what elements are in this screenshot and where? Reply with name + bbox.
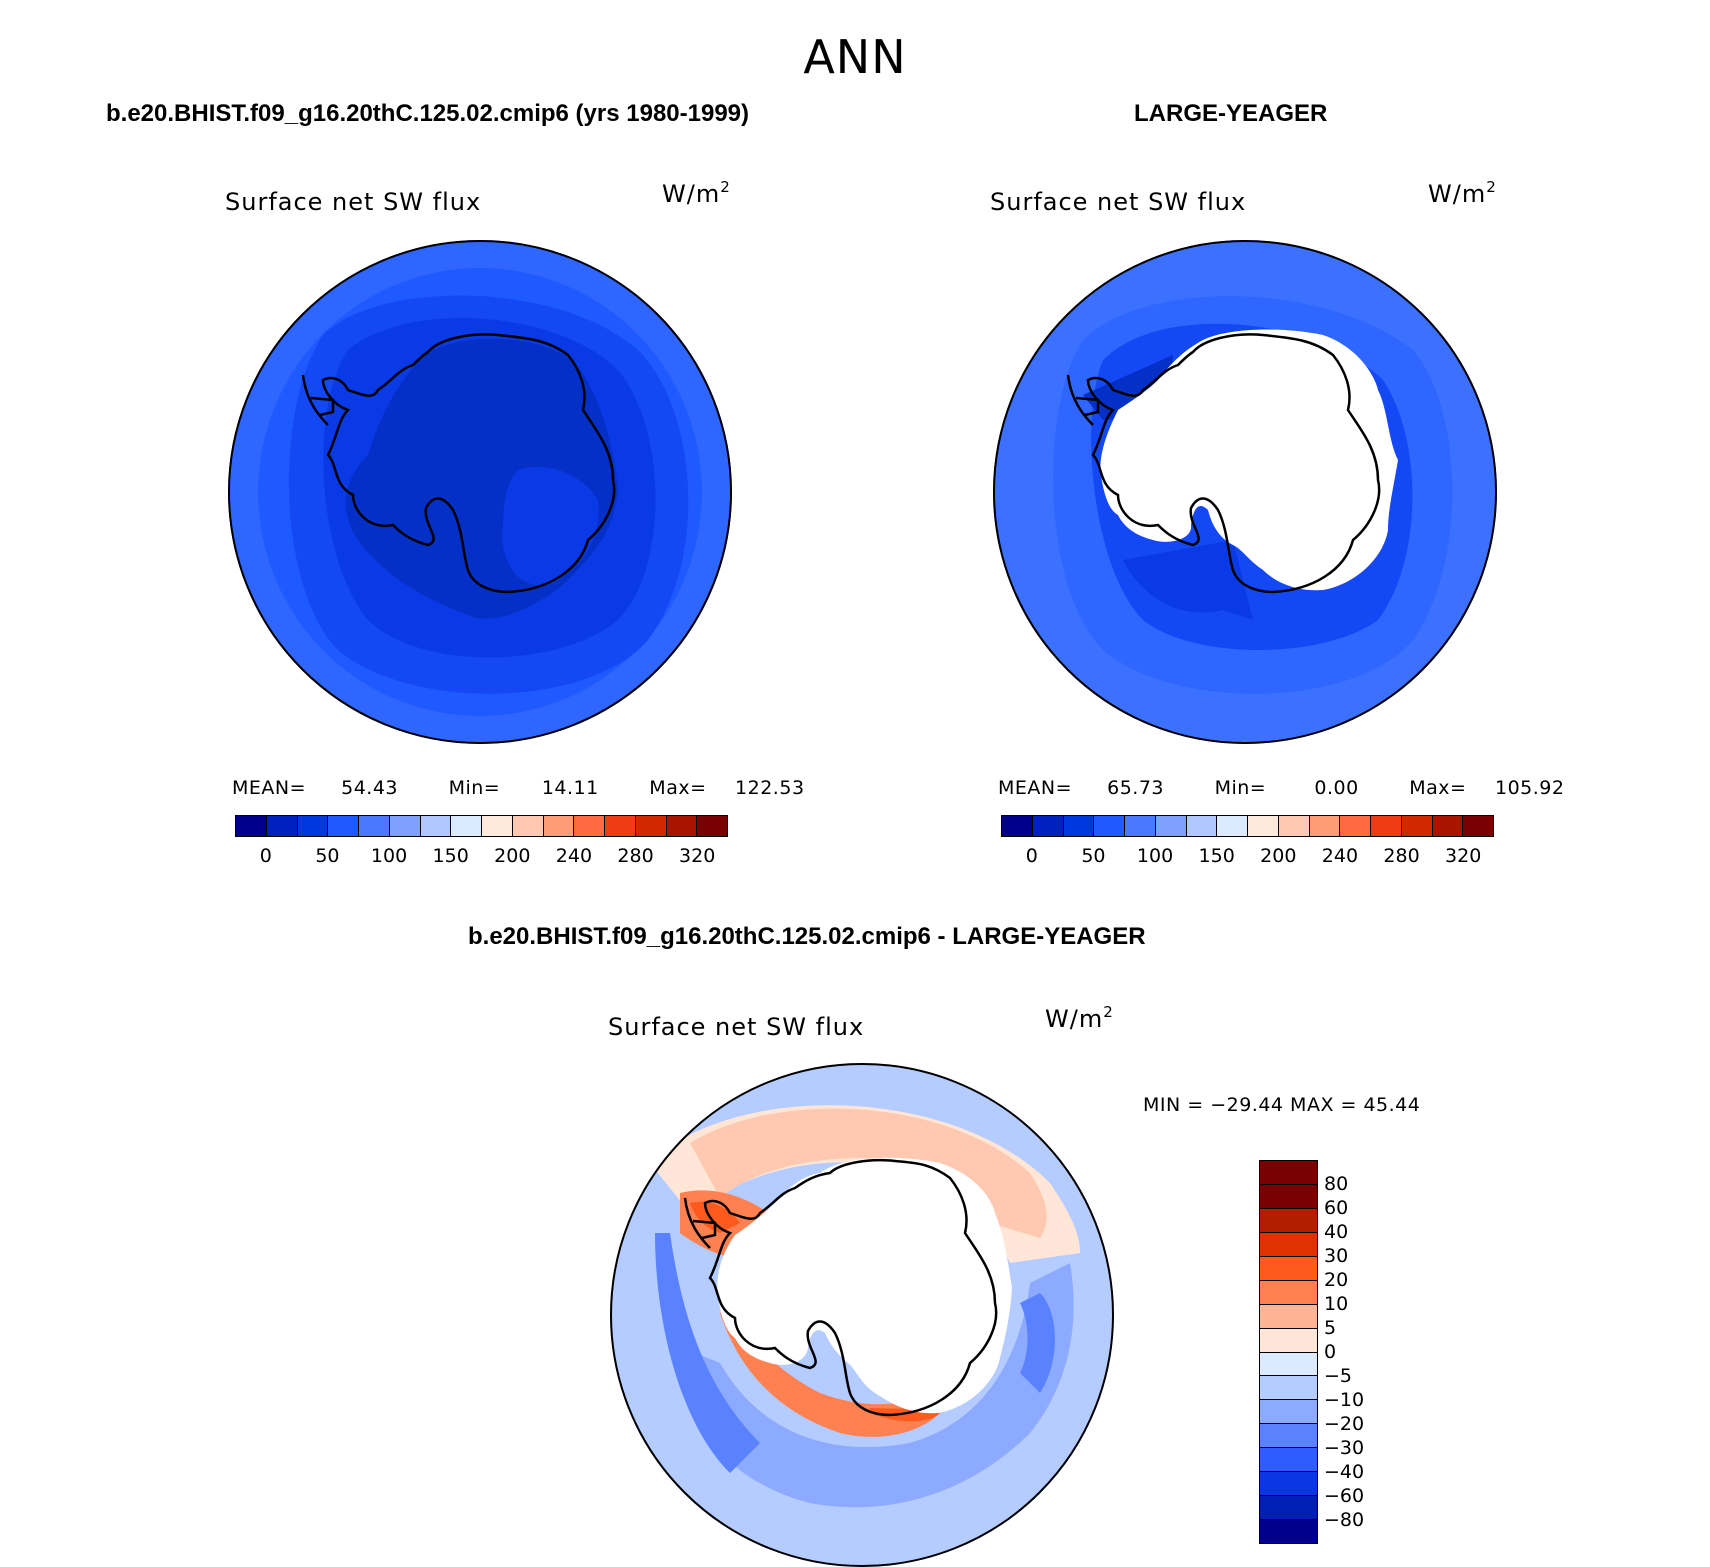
diff-colorbar-swatch <box>1260 1448 1317 1473</box>
model-colorbar-swatch <box>328 816 359 836</box>
diff-colorbar <box>1259 1160 1318 1544</box>
obs-colorbar-tick-label: 320 <box>1445 845 1482 867</box>
obs-polar-map <box>993 240 1497 744</box>
diff-polar-map <box>610 1063 1114 1567</box>
obs-colorbar-tick-label: 0 <box>1025 845 1038 867</box>
obs-colorbar-swatch <box>1278 816 1310 836</box>
obs-colorbar-swatch <box>1002 816 1033 836</box>
obs-colorbar-swatch <box>1125 816 1156 836</box>
diff-colorbar-tick-label: 60 <box>1324 1197 1349 1219</box>
obs-colorbar-swatch <box>1340 816 1371 836</box>
model-colorbar-tick-label: 280 <box>617 845 654 867</box>
obs-colorbar-swatch <box>1432 816 1464 836</box>
diff-units: W/m2 <box>1045 1003 1114 1033</box>
diff-minmax: MIN = −29.44 MAX = 45.44 <box>1143 1094 1421 1116</box>
obs-colorbar-swatch <box>1248 816 1279 836</box>
obs-colorbar-swatch <box>1063 816 1095 836</box>
diff-colorbar-tick-label: −10 <box>1324 1389 1365 1411</box>
model-colorbar-swatch <box>482 816 513 836</box>
model-variable-title: Surface net SW flux <box>225 188 482 216</box>
diff-colorbar-tick-label: −80 <box>1324 1509 1365 1531</box>
figure-title: ANN <box>803 30 907 84</box>
diff-colorbar-tick-label: 30 <box>1324 1245 1349 1267</box>
obs-colorbar-tick-label: 150 <box>1198 845 1235 867</box>
model-colorbar-swatch <box>635 816 667 836</box>
diff-colorbar-tick-label: −5 <box>1324 1365 1353 1387</box>
model-colorbar-swatch <box>697 816 727 836</box>
diff-colorbar-swatch <box>1260 1304 1317 1329</box>
diff-colorbar-swatch <box>1260 1328 1317 1353</box>
model-colorbar-swatch <box>389 816 421 836</box>
diff-colorbar-tick-label: −60 <box>1324 1485 1365 1507</box>
obs-colorbar-tick-label: 280 <box>1383 845 1420 867</box>
diff-colorbar-swatch <box>1260 1472 1317 1497</box>
obs-colorbar-swatch <box>1155 816 1187 836</box>
diff-colorbar-tick-label: −40 <box>1324 1461 1365 1483</box>
obs-colorbar-swatch <box>1463 816 1493 836</box>
model-colorbar-tick-label: 150 <box>432 845 469 867</box>
model-colorbar-swatch <box>605 816 636 836</box>
model-colorbar-swatch <box>297 816 329 836</box>
obs-colorbar-tick-label: 200 <box>1260 845 1297 867</box>
model-colorbar-tick-label: 0 <box>259 845 272 867</box>
diff-colorbar-swatch <box>1260 1161 1317 1185</box>
obs-colorbar-swatch <box>1094 816 1125 836</box>
model-colorbar-tick-label: 100 <box>370 845 408 867</box>
diff-colorbar-tick-label: 20 <box>1324 1269 1349 1291</box>
model-colorbar-swatch <box>236 816 267 836</box>
model-colorbar-swatch <box>543 816 575 836</box>
diff-variable-title: Surface net SW flux <box>608 1013 865 1041</box>
diff-colorbar-tick-label: 0 <box>1324 1341 1337 1363</box>
diff-colorbar-tick-label: 5 <box>1324 1317 1337 1339</box>
obs-colorbar-swatch <box>1032 816 1064 836</box>
diff-colorbar-swatch <box>1260 1352 1317 1377</box>
model-colorbar-tick-label: 50 <box>315 845 340 867</box>
model-units: W/m2 <box>662 178 731 208</box>
obs-colorbar-swatch <box>1371 816 1402 836</box>
obs-colorbar-tick-label: 50 <box>1081 845 1106 867</box>
diff-colorbar-swatch <box>1260 1256 1317 1281</box>
diff-colorbar-swatch <box>1260 1376 1317 1401</box>
model-colorbar-swatch <box>666 816 698 836</box>
diff-colorbar-swatch <box>1260 1424 1317 1449</box>
diff-colorbar-tick-label: −20 <box>1324 1413 1365 1435</box>
diff-colorbar-swatch <box>1260 1208 1317 1233</box>
model-colorbar-swatch <box>512 816 544 836</box>
diff-colorbar-tick-label: −30 <box>1324 1437 1365 1459</box>
obs-colorbar-swatch <box>1186 816 1218 836</box>
obs-colorbar-tick-label: 240 <box>1321 845 1359 867</box>
obs-colorbar-swatch <box>1217 816 1248 836</box>
model-polar-map <box>228 240 732 744</box>
diff-colorbar-swatch <box>1260 1520 1317 1543</box>
model-colorbar-swatch <box>359 816 390 836</box>
model-colorbar-tick-label: 200 <box>494 845 531 867</box>
model-colorbar-swatch <box>451 816 482 836</box>
model-stats: MEAN= 54.43 Min= 14.11 Max= 122.53 <box>232 777 805 799</box>
diff-case-title: b.e20.BHIST.f09_g16.20thC.125.02.cmip6 -… <box>468 923 1146 950</box>
diff-colorbar-swatch <box>1260 1280 1317 1305</box>
obs-colorbar-swatch <box>1401 816 1433 836</box>
diff-colorbar-swatch <box>1260 1496 1317 1521</box>
diff-colorbar-swatch <box>1260 1232 1317 1257</box>
diff-colorbar-swatch <box>1260 1400 1317 1425</box>
model-colorbar-swatch <box>574 816 605 836</box>
diff-colorbar-tick-label: 40 <box>1324 1221 1349 1243</box>
diff-colorbar-swatch <box>1260 1184 1317 1209</box>
model-colorbar <box>235 815 728 837</box>
diff-colorbar-tick-label: 10 <box>1324 1293 1349 1315</box>
obs-units: W/m2 <box>1428 178 1497 208</box>
model-colorbar-swatch <box>266 816 298 836</box>
obs-stats: MEAN= 65.73 Min= 0.00 Max= 105.92 <box>998 777 1565 799</box>
obs-colorbar-tick-label: 100 <box>1136 845 1174 867</box>
obs-variable-title: Surface net SW flux <box>990 188 1247 216</box>
obs-colorbar-swatch <box>1309 816 1341 836</box>
model-colorbar-tick-label: 240 <box>555 845 593 867</box>
model-colorbar-tick-label: 320 <box>679 845 716 867</box>
diff-colorbar-tick-label: 80 <box>1324 1173 1349 1195</box>
model-colorbar-swatch <box>420 816 452 836</box>
model-case-title: b.e20.BHIST.f09_g16.20thC.125.02.cmip6 (… <box>106 100 750 127</box>
obs-case-title: LARGE-YEAGER <box>1134 100 1328 127</box>
obs-colorbar <box>1001 815 1494 837</box>
